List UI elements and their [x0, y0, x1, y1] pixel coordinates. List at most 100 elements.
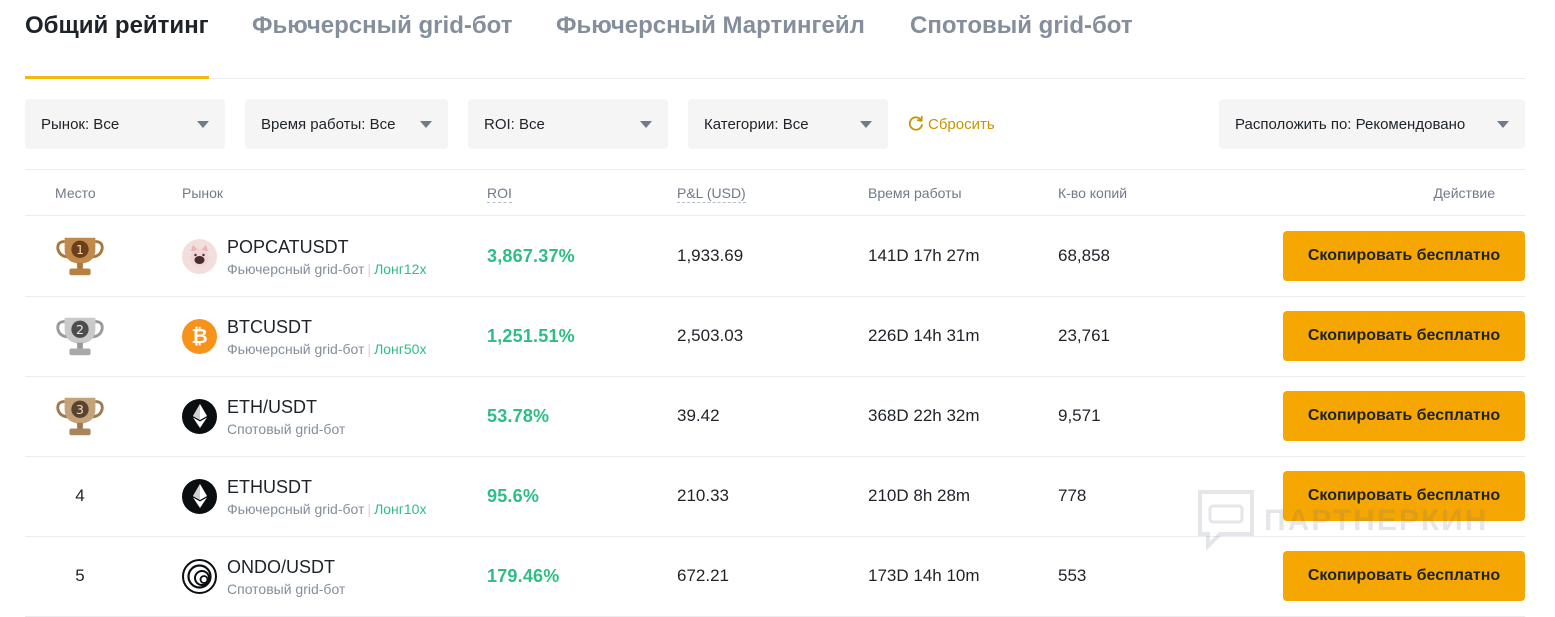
market-cell: ETH/USDT Спотовый grid-бот: [182, 376, 345, 456]
watermark: ПАРТНЕРКИН: [1196, 488, 1488, 554]
copies-value: 23,761: [1058, 326, 1110, 345]
tab-bar: Общий рейтинг Фьючерсный grid-бот Фьючер…: [25, 0, 1525, 79]
refresh-icon: [908, 115, 923, 131]
market-filter-dropdown[interactable]: Рынок: Все: [25, 99, 225, 149]
popcat-icon: [182, 238, 217, 274]
roi-filter-dropdown[interactable]: ROI: Все: [468, 99, 668, 149]
bot-type: Спотовый grid-бот: [227, 580, 346, 597]
tab-spot-grid-bot[interactable]: Спотовый grid-бот: [910, 12, 1133, 39]
leverage-badge: Лонг50x: [374, 340, 427, 357]
roi-value: 179.46%: [487, 565, 560, 586]
col-header-rank: Место: [55, 185, 96, 201]
bronze-trophy-icon: 3: [56, 397, 104, 436]
divider: [25, 215, 1525, 216]
pnl-value: 2,503.03: [677, 326, 744, 345]
rank-number: 4: [75, 486, 85, 505]
table-row: 4 ETHUSDT Фьючерсный grid-бот | Лонг10x 95…: [25, 456, 1525, 537]
table-row: 1 POPCATUSDT Фьючерсный grid-бот | Лонг12x…: [25, 216, 1525, 297]
runtime-value: 141D 17h 27m: [868, 246, 980, 265]
watermark-text: ПАРТНЕРКИН: [1264, 504, 1489, 537]
gold-trophy-icon: 1: [56, 237, 104, 276]
market-name[interactable]: ONDO/USDT: [227, 556, 335, 577]
silver-trophy-icon: 2: [56, 317, 104, 356]
col-header-market: Рынок: [182, 185, 224, 201]
reset-filters-button[interactable]: Сбросить: [907, 113, 995, 135]
eth-icon: [182, 478, 217, 514]
caret-down-icon: [640, 120, 652, 128]
market-filter-label: Рынок: Все: [41, 115, 120, 133]
pnl-value: 210.33: [677, 486, 729, 505]
copy-free-button[interactable]: Скопировать бесплатно: [1283, 551, 1525, 601]
rank-cell: 2: [55, 296, 105, 376]
caret-down-icon: [197, 120, 209, 128]
col-header-runtime: Время работы: [868, 185, 962, 201]
caret-down-icon: [1497, 120, 1509, 128]
categories-filter-dropdown[interactable]: Категории: Все: [688, 99, 888, 149]
trophy-rank-text: 2: [76, 322, 84, 337]
ondo-icon: [182, 558, 217, 594]
leverage-badge: Лонг12x: [374, 260, 427, 277]
tab-futures-martingale[interactable]: Фьючерсный Мартингейл: [556, 12, 865, 39]
col-header-pnl-label: P&L (USD): [677, 185, 746, 203]
table-row: 3 ETH/USDT Спотовый grid-бот 53.78% 39.4…: [25, 376, 1525, 457]
copy-free-button[interactable]: Скопировать бесплатно: [1283, 471, 1525, 521]
sort-dropdown[interactable]: Расположить по: Рекомендовано: [1219, 99, 1525, 149]
copies-value: 9,571: [1058, 406, 1101, 425]
market-cell: ONDO/USDT Спотовый grid-бот: [182, 536, 345, 616]
rank-cell: 3: [55, 376, 105, 456]
market-name[interactable]: POPCATUSDT: [227, 236, 349, 257]
divider: [25, 169, 1525, 170]
roi-value: 1,251.51%: [487, 325, 575, 346]
pnl-value: 672.21: [677, 566, 729, 585]
col-header-roi[interactable]: ROI: [487, 185, 512, 203]
caret-down-icon: [420, 120, 432, 128]
sort-label: Расположить по: Рекомендовано: [1235, 115, 1466, 133]
roi-value: 53.78%: [487, 405, 550, 426]
runtime-value: 173D 14h 10m: [868, 566, 980, 585]
rank-cell: 1: [55, 216, 105, 296]
col-header-action: Действие: [1433, 185, 1495, 201]
bot-type: Фьючерсный grid-бот: [227, 340, 365, 357]
pnl-value: 39.42: [677, 406, 720, 425]
pnl-value: 1,933.69: [677, 246, 744, 265]
trophy-rank-text: 3: [76, 402, 84, 417]
rank-number: 5: [75, 566, 85, 585]
market-cell: ₿ BTCUSDT Фьючерсный grid-бот | Лонг50x: [182, 296, 426, 376]
market-cell: ETHUSDT Фьючерсный grid-бот | Лонг10x: [182, 456, 426, 536]
copy-free-button[interactable]: Скопировать бесплатно: [1283, 311, 1525, 361]
table-row: 2 ₿ BTCUSDT Фьючерсный grid-бот | Лонг50x …: [25, 296, 1525, 377]
col-header-roi-label: ROI: [487, 185, 512, 203]
copies-value: 778: [1058, 486, 1087, 505]
market-name[interactable]: ETH/USDT: [227, 396, 317, 417]
runtime-filter-dropdown[interactable]: Время работы: Все: [245, 99, 448, 149]
runtime-value: 210D 8h 28m: [868, 486, 971, 505]
market-cell: POPCATUSDT Фьючерсный grid-бот | Лонг12x: [182, 216, 426, 296]
copies-value: 553: [1058, 566, 1087, 585]
runtime-value: 368D 22h 32m: [868, 406, 980, 425]
caret-down-icon: [860, 120, 872, 128]
col-header-copies: К-во копий: [1058, 185, 1128, 201]
market-name[interactable]: ETHUSDT: [227, 476, 312, 497]
btc-icon: ₿: [182, 318, 217, 354]
bot-type: Фьючерсный grid-бот: [227, 500, 365, 517]
trophy-rank-text: 1: [76, 242, 84, 257]
market-name[interactable]: BTCUSDT: [227, 316, 312, 337]
tab-futures-grid-bot[interactable]: Фьючерсный grid-бот: [252, 12, 513, 39]
reset-label: Сбросить: [928, 115, 995, 133]
runtime-filter-label: Время работы: Все: [261, 115, 396, 133]
watermark-logo-icon: [1198, 490, 1254, 551]
categories-filter-label: Категории: Все: [704, 115, 809, 133]
bot-type: Спотовый grid-бот: [227, 420, 346, 437]
copy-free-button[interactable]: Скопировать бесплатно: [1283, 391, 1525, 441]
roi-value: 95.6%: [487, 485, 540, 506]
runtime-value: 226D 14h 31m: [868, 326, 980, 345]
col-header-pnl[interactable]: P&L (USD): [677, 185, 746, 203]
tab-overall-rating[interactable]: Общий рейтинг: [25, 12, 209, 79]
roi-value: 3,867.37%: [487, 245, 575, 266]
eth-icon: [182, 398, 217, 434]
copy-free-button[interactable]: Скопировать бесплатно: [1283, 231, 1525, 281]
copies-value: 68,858: [1058, 246, 1110, 265]
leverage-badge: Лонг10x: [374, 500, 427, 517]
roi-filter-label: ROI: Все: [484, 115, 545, 133]
bot-type: Фьючерсный grid-бот: [227, 260, 365, 277]
